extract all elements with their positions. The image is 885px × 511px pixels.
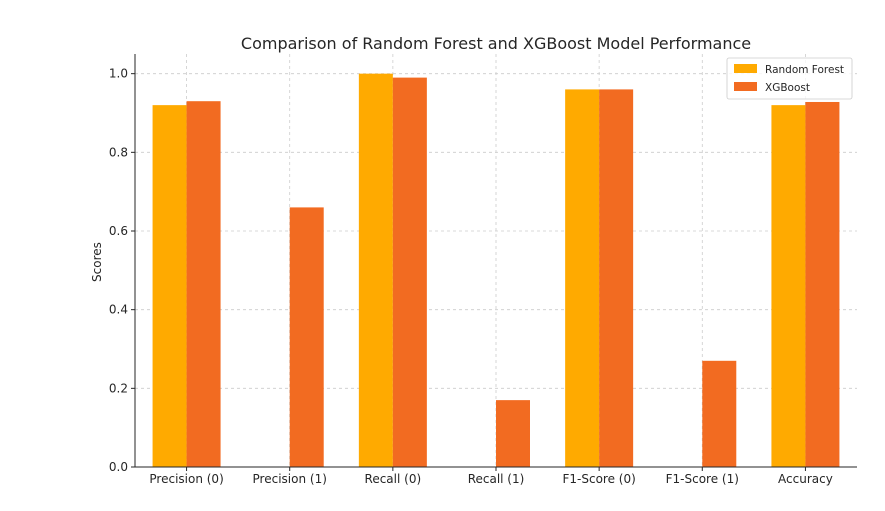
y-tick-label: 0.2: [109, 381, 128, 395]
bar-xgboost-recall-0: [392, 77, 427, 467]
x-tick-label: F1-Score (0): [562, 472, 635, 486]
legend-label-xgboost: XGBoost: [765, 82, 810, 94]
bars: [152, 73, 840, 468]
bar-xgboost-accuracy: [805, 101, 840, 467]
legend-frame: [726, 57, 853, 100]
y-tick-label: 0.8: [109, 145, 128, 159]
y-ticks: 0.0 0.2 0.4 0.6 0.8 1.0: [109, 67, 135, 474]
x-tick-label: Recall (0): [365, 472, 422, 486]
legend-label-random-forest: Random Forest: [765, 64, 844, 76]
y-axis-label: Scores: [90, 242, 104, 282]
x-tick-label: F1-Score (1): [666, 472, 739, 486]
bar-random-forest-recall-0: [358, 73, 393, 468]
legend: Random Forest XGBoost: [726, 57, 853, 100]
y-tick-label: 0.0: [109, 460, 128, 474]
x-tick-label: Precision (0): [149, 472, 223, 486]
x-ticks: Precision (0) Precision (1) Recall (0) Reca…: [149, 467, 833, 486]
x-tick-label: Recall (1): [468, 472, 525, 486]
chart-title: Comparison of Random Forest and XGBoost …: [241, 34, 751, 53]
x-tick-label: Accuracy: [778, 472, 833, 486]
bar-xgboost-precision-0: [186, 101, 221, 467]
y-tick-label: 0.4: [109, 303, 128, 317]
x-tick-label: Precision (1): [253, 472, 327, 486]
bar-xgboost-f1-score-1: [702, 360, 737, 467]
bar-random-forest-precision-0: [152, 105, 187, 467]
bar-xgboost-recall-1: [496, 400, 530, 467]
bar-xgboost-precision-1: [289, 207, 324, 467]
y-tick-label: 1.0: [109, 67, 128, 81]
bar-xgboost-f1-score-0: [599, 89, 634, 468]
legend-swatch-random-forest: [734, 64, 757, 73]
y-tick-label: 0.6: [109, 224, 128, 238]
bar-random-forest-accuracy: [771, 105, 806, 467]
bar-random-forest-f1-score-0: [565, 89, 600, 468]
legend-swatch-xgboost: [734, 82, 757, 91]
